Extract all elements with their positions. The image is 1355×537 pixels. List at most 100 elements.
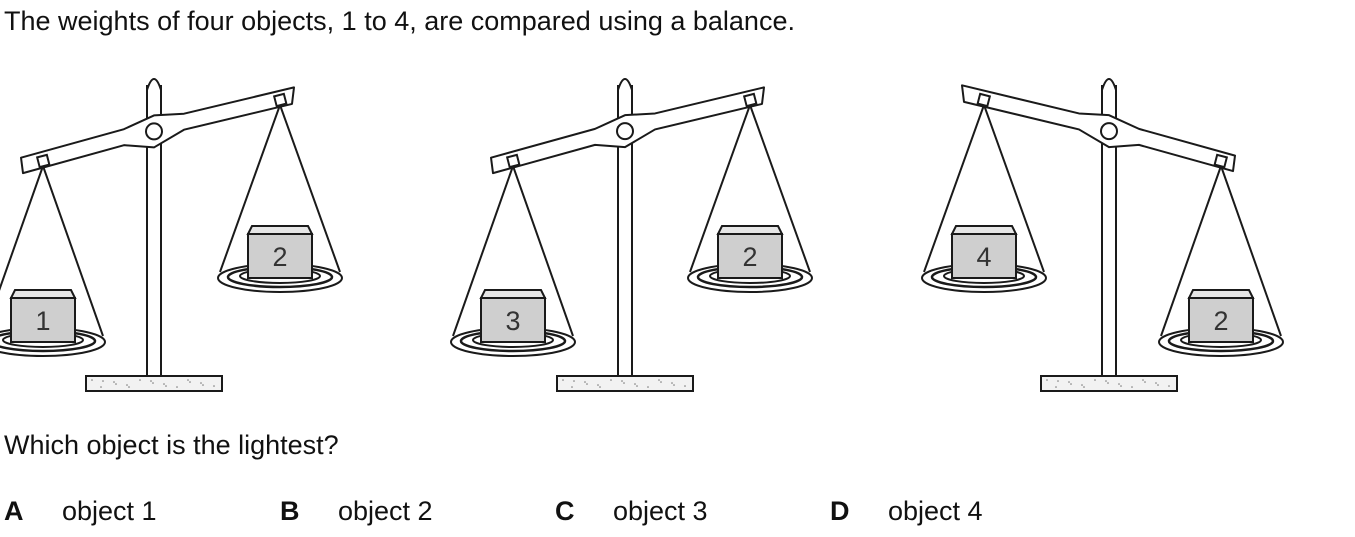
base-texture-dot [165, 385, 167, 387]
base-texture-dot [621, 380, 623, 382]
balance-2: 32 [450, 78, 813, 392]
base-texture-dot [187, 379, 189, 381]
base-texture-dot [1131, 386, 1133, 388]
pan-string [512, 165, 574, 337]
base-texture-dot [150, 380, 152, 382]
base-texture-dot [610, 379, 612, 381]
base-texture-dot [658, 379, 660, 381]
object-box-top [479, 289, 547, 299]
base-texture-dot [1118, 383, 1120, 385]
pan-string [1220, 165, 1282, 337]
base-texture-dot [1168, 385, 1170, 387]
post-top [146, 78, 162, 91]
base-texture-dot [202, 384, 204, 386]
object-label-left: 4 [976, 242, 991, 272]
option-b[interactable]: B object 2 [276, 492, 536, 530]
base-texture-dot [673, 384, 675, 386]
base-texture-dot [128, 386, 130, 388]
base-texture-dot [176, 386, 178, 388]
base-texture-dot [1046, 379, 1048, 381]
object-label-right: 2 [272, 242, 287, 272]
question-text: Which object is the lightest? [4, 430, 339, 460]
option-d-letter: D [830, 496, 850, 526]
pivot-ring [616, 122, 634, 141]
object-box [10, 297, 76, 343]
base-texture-dot [1055, 386, 1057, 388]
hanger-hook [976, 92, 992, 108]
base-texture-dot [163, 383, 165, 385]
pan-string [279, 104, 341, 273]
base-texture-dot [115, 383, 117, 385]
base-texture-dot [1094, 379, 1096, 381]
base-texture-dot [584, 381, 586, 383]
option-a[interactable]: A object 1 [0, 492, 260, 530]
object-label-left: 1 [35, 306, 50, 336]
base-texture-dot [1107, 382, 1109, 384]
option-c-letter: C [555, 496, 575, 526]
base-texture-dot [599, 386, 601, 388]
balance-3: 42 [921, 78, 1284, 392]
object-box-top [246, 225, 314, 235]
base-texture-dot [660, 381, 662, 383]
intro-text: The weights of four objects, 1 to 4, are… [4, 6, 795, 36]
option-b-text: object 2 [338, 496, 433, 526]
base-texture-dot [1057, 380, 1059, 382]
pan-string [219, 104, 281, 273]
hanger-hook [1213, 153, 1229, 169]
answer-options: A object 1 B object 2 C object 3 D objec… [0, 492, 1355, 532]
object-box [951, 233, 1017, 279]
option-c[interactable]: C object 3 [551, 492, 811, 530]
base-texture-dot [113, 381, 115, 383]
base-texture-dot [1144, 381, 1146, 383]
hanger-hook [35, 153, 51, 169]
pan-string [689, 104, 751, 273]
base-texture-dot [102, 380, 104, 382]
base-texture-dot [562, 379, 564, 381]
pivot-ring [145, 122, 163, 141]
object-label-left: 3 [505, 306, 520, 336]
base-texture-dot [139, 379, 141, 381]
object-box [717, 233, 783, 279]
base-texture-dot [1142, 379, 1144, 381]
pan-string [1160, 165, 1222, 337]
base-texture-dot [597, 384, 599, 386]
base-texture-dot [200, 382, 202, 384]
pan-string [452, 165, 514, 337]
option-d[interactable]: D object 4 [826, 492, 1086, 530]
pan-string [0, 165, 44, 291]
pan-string [983, 104, 1045, 273]
base-texture-dot [213, 385, 215, 387]
pan-string [749, 104, 811, 273]
hanger-hook [272, 92, 288, 108]
object-box [247, 233, 313, 279]
base-texture-dot [571, 386, 573, 388]
base-texture-dot [634, 383, 636, 385]
base-texture-dot [671, 382, 673, 384]
object-label-right: 2 [1213, 306, 1228, 336]
base-texture-dot [623, 382, 625, 384]
base-texture-dot [684, 385, 686, 387]
post-top [617, 78, 633, 91]
option-a-text: object 1 [62, 496, 157, 526]
pan-string [923, 104, 985, 273]
base-texture-dot [1155, 382, 1157, 384]
base-texture-dot [189, 381, 191, 383]
post-top [1101, 78, 1117, 91]
option-c-text: object 3 [613, 496, 708, 526]
base-texture-dot [573, 380, 575, 382]
base-texture-dot [647, 386, 649, 388]
base-texture-dot [1070, 383, 1072, 385]
option-d-text: object 4 [888, 496, 983, 526]
base-texture-dot [1120, 385, 1122, 387]
object-box [480, 297, 546, 343]
base-texture-dot [1068, 381, 1070, 383]
object-box-top [950, 225, 1018, 235]
base-texture-dot [636, 385, 638, 387]
option-a-letter: A [4, 496, 24, 526]
object-box [1188, 297, 1254, 343]
base-texture-dot [126, 384, 128, 386]
balance-1: 12 [0, 78, 343, 392]
object-label-right: 2 [742, 242, 757, 272]
base-texture-dot [1083, 386, 1085, 388]
